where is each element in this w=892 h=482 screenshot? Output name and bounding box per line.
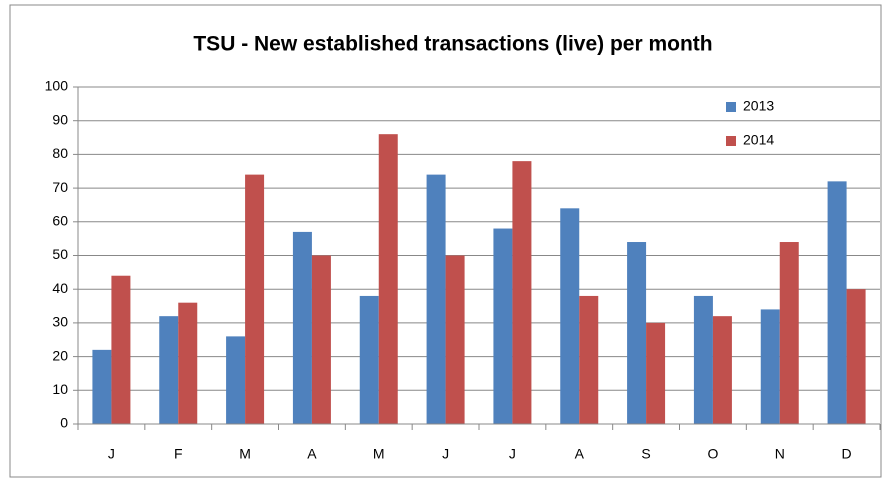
bar [579,295,599,424]
x-tick-label: N [775,446,785,462]
bar [779,242,799,424]
legend-swatch [726,136,736,146]
bar [512,161,532,424]
y-tick-label: 90 [52,111,68,127]
y-tick-label: 30 [52,314,68,330]
bar [426,174,446,424]
y-tick-label: 20 [52,347,68,363]
bar [846,289,866,424]
y-tick-label: 70 [52,179,68,195]
bar [292,231,312,424]
bar [646,322,666,424]
chart-title: TSU - New established transactions (live… [193,33,712,56]
x-tick-label: A [575,446,585,462]
bar [111,275,131,424]
bar [159,316,179,424]
bar [712,316,732,424]
bar [493,228,513,424]
y-tick-label: 80 [52,145,68,161]
bar [627,242,647,424]
x-tick-label: S [641,446,650,462]
bar [827,181,847,424]
bar [693,295,713,424]
legend-label: 2013 [743,98,774,114]
y-tick-label: 60 [52,213,68,229]
bar [178,302,198,424]
x-tick-label: M [373,446,385,462]
bar [92,349,112,424]
x-tick-label: J [108,446,115,462]
y-tick-label: 50 [52,246,68,262]
bar [245,174,265,424]
x-tick-label: J [509,446,516,462]
bar [760,309,780,424]
x-tick-label: F [174,446,183,462]
bar [226,336,246,424]
x-tick-label: O [707,446,718,462]
x-tick-label: A [307,446,317,462]
bar [378,134,398,424]
y-tick-label: 100 [45,78,69,94]
y-tick-label: 10 [52,381,68,397]
legend-label: 2014 [743,132,774,148]
bar [445,255,465,424]
y-tick-label: 40 [52,280,68,296]
bar [311,255,331,424]
x-tick-label: J [442,446,449,462]
x-tick-label: D [842,446,852,462]
legend-swatch [726,102,736,112]
bar [560,208,580,424]
x-tick-label: M [239,446,251,462]
bar [359,295,379,424]
y-tick-label: 0 [60,415,68,431]
